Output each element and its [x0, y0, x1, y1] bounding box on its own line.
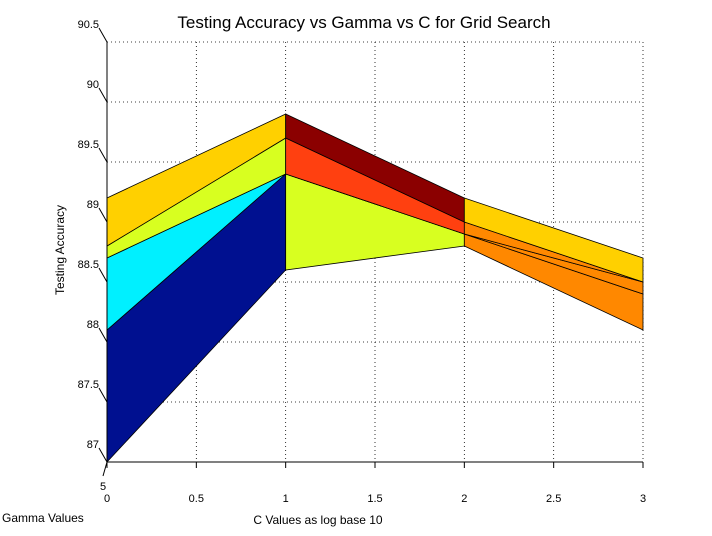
y-tick-label: 87	[87, 439, 99, 451]
y-tick-label: 90	[87, 79, 99, 91]
y-tick-mark	[98, 267, 108, 283]
y-tick-mark	[98, 207, 108, 223]
y-tick-mark	[98, 387, 108, 403]
x-tick-label: 2.5	[546, 493, 561, 505]
z-axis-label: Gamma Values	[2, 511, 84, 525]
x-tick-label: 0	[104, 493, 110, 505]
y-tick-label: 90.5	[78, 19, 99, 31]
x-tick-label: 0.5	[189, 493, 204, 505]
y-axis-label: Testing Accuracy	[53, 205, 67, 295]
x-tick-label: 1.5	[367, 493, 382, 505]
y-tick-mark	[98, 87, 108, 103]
tick-labels: 0 0.5 1 1.5 2 2.5 3 87 87.5 88 88.5 89 89.5 90 90.5	[78, 19, 646, 505]
y-tick-label: 89.5	[78, 139, 99, 151]
y-tick-mark	[98, 147, 108, 163]
surface-patches	[106, 113, 644, 464]
y-tick-label: 87.5	[78, 379, 99, 391]
chart-title: Testing Accuracy vs Gamma vs C for Grid …	[177, 13, 550, 32]
y-tick-mark	[98, 447, 108, 463]
z-tick-label: 5	[100, 481, 106, 493]
x-tick-label: 3	[640, 493, 646, 505]
y-tick-label: 88	[87, 319, 99, 331]
surface-patch	[463, 197, 644, 283]
z-axis-line	[102, 461, 108, 477]
x-tick-label: 1	[283, 493, 289, 505]
y-tick-mark	[98, 27, 108, 43]
y-tick-label: 88.5	[78, 259, 99, 271]
y-tick-mark	[98, 327, 108, 343]
x-tick-label: 2	[461, 493, 467, 505]
x-axis-label: C Values as log base 10	[253, 513, 383, 527]
y-tick-label: 89	[87, 199, 99, 211]
